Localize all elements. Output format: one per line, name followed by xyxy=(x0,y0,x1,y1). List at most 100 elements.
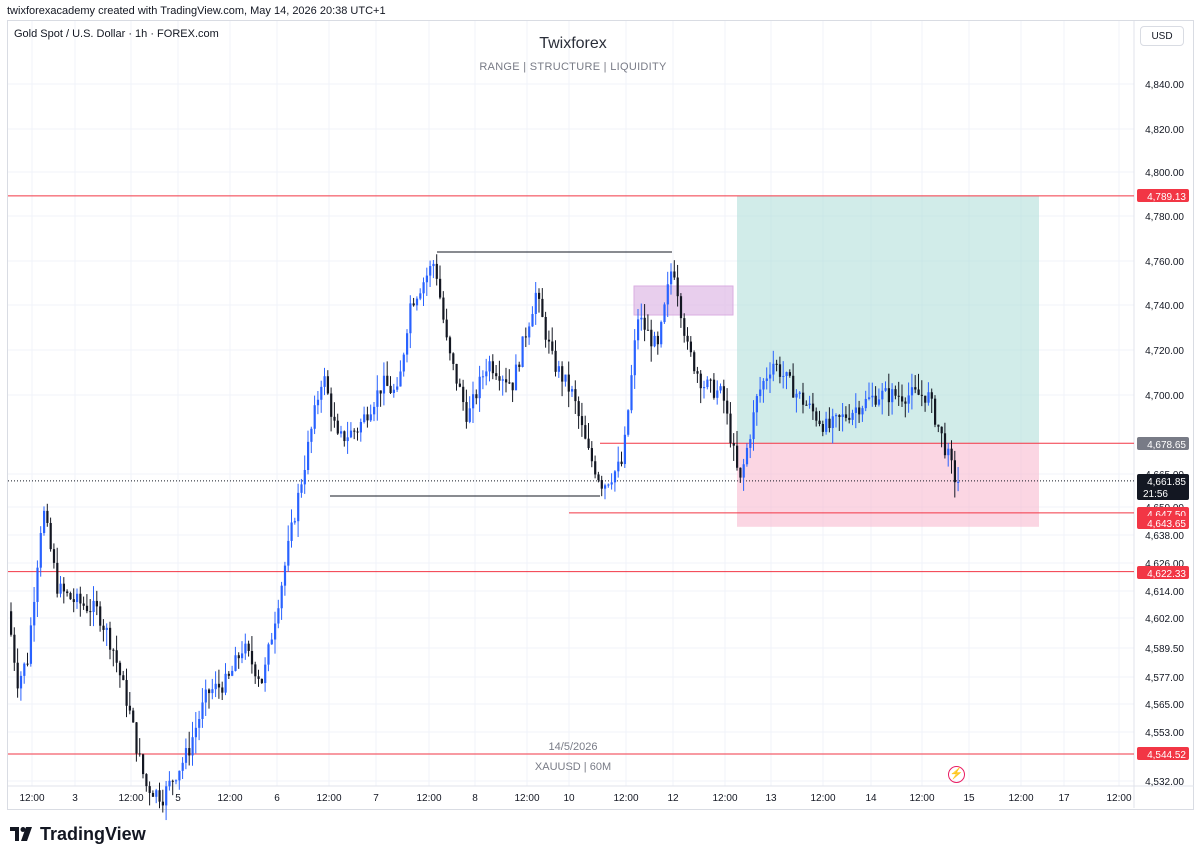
candle-body xyxy=(498,376,501,381)
chart-attribution: twixforexacademy created with TradingVie… xyxy=(7,5,386,17)
candle-body xyxy=(429,266,432,276)
candle-body xyxy=(858,407,861,415)
candle-body xyxy=(128,705,131,711)
candle-body xyxy=(772,363,775,375)
lightning-icon[interactable]: ⚡ xyxy=(948,766,965,783)
candle-body xyxy=(495,373,498,377)
time-tick-label: 3 xyxy=(72,793,78,804)
candle-body xyxy=(442,297,445,320)
candle-body xyxy=(293,521,296,523)
candle-body xyxy=(310,428,313,442)
candle-body xyxy=(158,790,161,802)
candle-body xyxy=(95,600,98,607)
chart-title: Twixforex xyxy=(539,35,607,52)
candle-body xyxy=(224,673,227,693)
candle-body xyxy=(481,376,485,378)
candle-body xyxy=(250,650,254,665)
candle-body xyxy=(386,375,389,386)
candle-body xyxy=(313,405,316,429)
price-label-text: 4,544.52 xyxy=(1147,750,1186,761)
candle-body xyxy=(722,386,725,401)
time-tick-label: 12:00 xyxy=(613,793,638,804)
candle-body xyxy=(221,687,224,693)
candle-body xyxy=(462,386,465,403)
time-tick-label: 12 xyxy=(667,793,679,804)
price-tick-label: 4,760.00 xyxy=(1145,257,1184,268)
candle-body xyxy=(455,363,458,384)
candle-body xyxy=(112,649,115,651)
tradingview-logo[interactable]: TradingView xyxy=(10,822,146,846)
candle-body xyxy=(587,438,590,449)
price-tick-label: 4,720.00 xyxy=(1145,346,1184,357)
candle-body xyxy=(940,426,943,434)
price-label-badge xyxy=(1137,437,1189,450)
candle-body xyxy=(914,387,917,390)
candle-body xyxy=(422,282,425,294)
candle-body xyxy=(881,390,884,400)
candle-body xyxy=(432,263,435,267)
candle-body xyxy=(16,662,19,689)
candle-body xyxy=(69,593,72,600)
candle-body xyxy=(759,389,762,397)
candle-body xyxy=(227,673,230,676)
candle-body xyxy=(528,326,531,338)
candle-body xyxy=(505,379,508,383)
candle-body xyxy=(264,664,267,684)
candle-body xyxy=(178,770,181,781)
price-label-text: 4,643.65 xyxy=(1147,519,1186,530)
candle-body xyxy=(472,394,475,409)
price-tick-label: 4,565.00 xyxy=(1145,700,1184,711)
candle-body xyxy=(316,399,320,406)
candle-body xyxy=(719,386,722,391)
symbol-watermark: XAUUSD | 60M xyxy=(534,761,612,773)
candle-body xyxy=(706,379,709,388)
candle-body xyxy=(590,448,593,462)
candle-body xyxy=(402,354,405,372)
candle-body xyxy=(36,567,39,602)
candle-body xyxy=(270,639,273,645)
candle-body xyxy=(769,374,772,379)
candle-body xyxy=(924,395,927,403)
candle-body xyxy=(679,296,683,319)
candle-body xyxy=(244,643,247,654)
time-tick-label: 13 xyxy=(765,793,777,804)
candle-body xyxy=(138,753,141,755)
candle-body xyxy=(637,319,640,341)
time-tick-label: 12:00 xyxy=(909,793,934,804)
candle-body xyxy=(49,522,52,550)
candle-body xyxy=(788,372,791,376)
candle-body xyxy=(181,762,184,771)
candle-body xyxy=(521,336,524,367)
price-label-text: 4,678.65 xyxy=(1147,440,1186,451)
candle-body xyxy=(604,485,607,489)
currency-selector[interactable]: USD xyxy=(1140,26,1184,46)
chart-frame xyxy=(7,20,1194,810)
candle-body xyxy=(184,748,188,763)
candle-body xyxy=(775,363,778,365)
candle-body xyxy=(478,376,481,399)
candle-body xyxy=(115,650,118,663)
time-tick-label: 14 xyxy=(865,793,877,804)
candle-body xyxy=(887,388,890,403)
candle-body xyxy=(871,395,874,398)
candle-body xyxy=(323,376,326,387)
candle-body xyxy=(330,393,333,417)
time-tick-label: 12:00 xyxy=(1106,793,1131,804)
candle-body xyxy=(825,418,828,432)
candle-body xyxy=(307,441,310,470)
candle-body xyxy=(650,329,653,347)
price-tick-label: 4,602.00 xyxy=(1145,614,1184,625)
candle-body xyxy=(838,415,841,417)
candle-body xyxy=(716,390,719,398)
candle-body xyxy=(868,397,871,399)
candle-body xyxy=(917,389,920,395)
candle-body xyxy=(191,737,194,756)
candle-body xyxy=(897,395,900,397)
candle-body xyxy=(336,420,339,434)
candle-body xyxy=(363,414,366,423)
candle-body xyxy=(613,471,617,483)
countdown-text: 21:56 xyxy=(1143,489,1168,500)
candle-body xyxy=(267,644,270,665)
candle-body xyxy=(419,293,422,299)
